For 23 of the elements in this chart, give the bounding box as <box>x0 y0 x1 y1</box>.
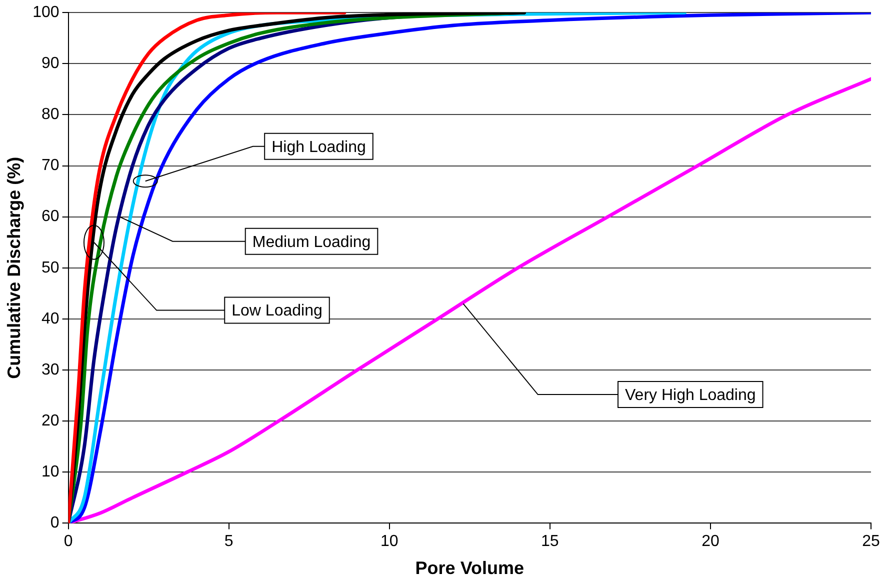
y-tick-label: 10 <box>42 464 60 481</box>
y-tick-label: 70 <box>42 157 60 174</box>
annotation: High Loading <box>272 138 366 156</box>
x-tick-label: 20 <box>702 533 720 550</box>
x-axis-title: Pore Volume <box>415 558 524 578</box>
y-tick-label: 20 <box>42 412 60 430</box>
x-tick-label: 15 <box>541 533 559 550</box>
y-tick-label: 90 <box>42 55 60 72</box>
x-tick-label: 25 <box>862 533 880 550</box>
annotation: Medium Loading <box>252 234 371 251</box>
y-tick-label: 30 <box>42 361 60 378</box>
y-tick-label: 80 <box>42 106 60 124</box>
y-tick-label: 0 <box>50 514 60 532</box>
x-tick-label: 0 <box>64 533 73 550</box>
y-tick-label: 100 <box>32 4 60 22</box>
y-tick-label: 60 <box>42 208 60 226</box>
y-tick-label: 40 <box>42 310 60 328</box>
x-tick-label: 10 <box>380 533 398 550</box>
annotation: Very High Loading <box>625 386 756 404</box>
annotation: Low Loading <box>232 302 322 320</box>
y-tick-label: 50 <box>42 259 60 276</box>
x-tick-label: 5 <box>224 533 234 550</box>
y-axis-title: Cumulative Discharge (%) <box>4 156 24 379</box>
